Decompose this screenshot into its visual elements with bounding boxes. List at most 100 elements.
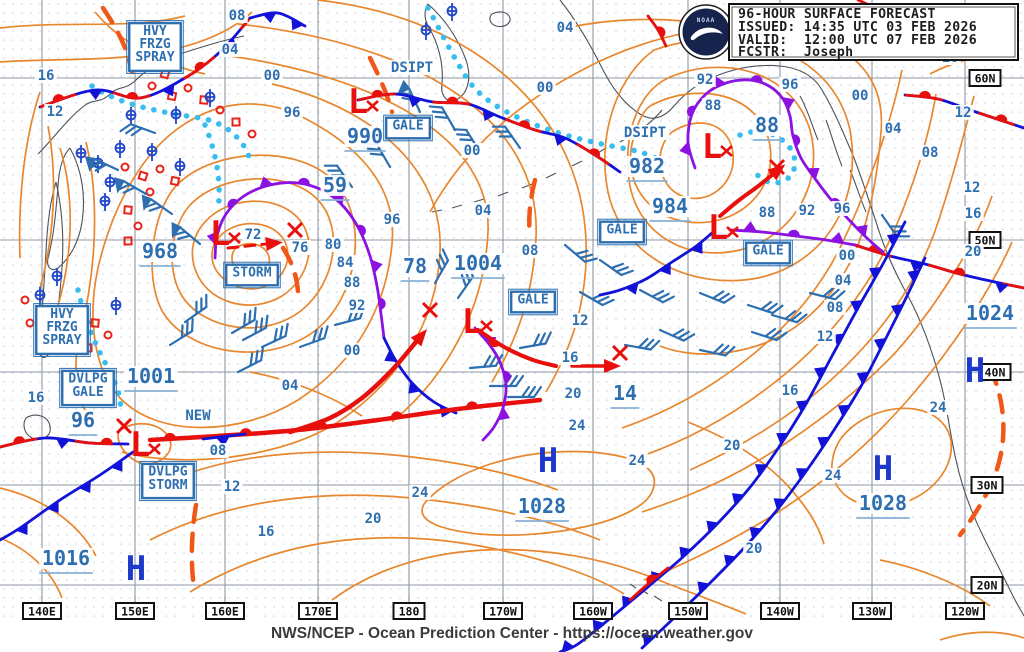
lat-label: 60N: [975, 72, 996, 86]
cold-front: [382, 336, 458, 418]
isobar-path: [0, 537, 63, 599]
lon-label-box: [483, 602, 523, 620]
pressure-value: 1028: [518, 494, 566, 518]
coastlines: [23, 0, 1024, 617]
freezing-spray-icon: [204, 89, 216, 107]
freezing-spray-icon: [174, 158, 186, 176]
pressure-value: 968: [142, 239, 178, 263]
forecast-title-box: 96-HOUR SURFACE FORECAST ISSUED: 14:35 U…: [728, 3, 1019, 61]
trough-path: [189, 502, 199, 591]
ice-circle-symbol: [183, 83, 193, 93]
isobar-label: 08: [522, 243, 539, 259]
wind-barb-icon: [518, 331, 552, 350]
wind-barb-icon: [230, 306, 257, 335]
isobar-label: 16: [562, 350, 579, 366]
ice-edge-path: [737, 128, 798, 186]
wind-barb-icon: [698, 290, 736, 304]
isobar-label: 12: [955, 105, 972, 121]
isobar-label: 24: [412, 485, 429, 501]
isobar-path: [171, 177, 335, 329]
lon-label-box: [22, 602, 62, 620]
isobar-path: [629, 92, 772, 224]
warning-label-text: HVY: [50, 307, 74, 322]
warning-label-text: FRZG: [139, 37, 170, 52]
noaa-logo: NOAA: [678, 4, 734, 60]
lon-label-box: [668, 602, 708, 620]
position-cross-icon: [768, 158, 786, 176]
lat-label-box: [970, 476, 1004, 494]
isobar-label: 96: [834, 201, 851, 217]
ice-edge-path: [202, 122, 222, 213]
warning-label-text: GALE: [606, 222, 637, 237]
cold-front: [640, 256, 927, 650]
annotation-text: DSIPT: [391, 60, 433, 76]
freezing-spray-symbols: [34, 3, 458, 315]
low-pressure-symbol: L: [708, 208, 739, 248]
isobar-label: 24: [569, 418, 586, 434]
freezing-spray-icon: [170, 106, 182, 124]
isobar-path: [421, 450, 656, 536]
isobar-path: [92, 103, 394, 429]
pressure-value: 1001: [127, 364, 175, 388]
wind-barb-icon: [623, 337, 661, 351]
lon-label: 170E: [304, 605, 332, 619]
isobar-path: [117, 422, 172, 465]
isobar-label: 76: [292, 240, 309, 256]
isobar-path: [55, 147, 72, 313]
lon-label-box: [115, 602, 155, 620]
lon-label: 120W: [951, 605, 979, 619]
isobar-label: 72: [245, 227, 262, 243]
ice-square-symbol: [123, 236, 133, 246]
movement-arrow: [718, 164, 786, 218]
trough-path: [280, 245, 301, 295]
position-cross-icon: [611, 344, 629, 362]
lon-label: 150E: [121, 605, 149, 619]
svg-text:L: L: [708, 208, 728, 248]
lon-label: 170W: [489, 605, 517, 619]
high-pressure-symbol: H: [965, 351, 985, 391]
svg-text:L: L: [210, 214, 230, 254]
wind-barb-icon: [578, 290, 615, 307]
isobar-path: [175, 451, 559, 491]
ice-circle-symbol: [133, 221, 143, 231]
pressure-value: 1004: [454, 251, 502, 275]
ice-square-symbol: [169, 175, 181, 187]
isobar-path: [18, 91, 41, 259]
coastline-path: [38, 181, 64, 359]
lon-label: 160W: [579, 605, 607, 619]
isobar-label: 84: [337, 255, 354, 271]
pressure-value: 96: [71, 408, 95, 432]
pressure-value: 88: [755, 113, 779, 137]
movement-arrow: [226, 237, 283, 251]
ice-square-symbol: [90, 318, 100, 328]
isobar-path: [0, 487, 97, 557]
isobar-label: 12: [47, 104, 64, 120]
pressure-center-symbols: H H H H L L L L L L: [115, 82, 985, 589]
wind-barb-icon: [746, 300, 784, 315]
freezing-spray-icon: [125, 107, 137, 125]
ice-square-symbol: [231, 117, 241, 127]
lat-label: 20N: [977, 579, 998, 593]
isobar-label: 96: [782, 77, 799, 93]
pressure-value: 1016: [42, 546, 90, 570]
isobar-path: [939, 631, 1024, 641]
isobar-label: 12: [572, 313, 589, 329]
isobar-label: 04: [475, 203, 492, 219]
low-pressure-symbol: L: [462, 302, 493, 342]
freezing-spray-icon: [75, 145, 87, 163]
isobar-label: 16: [258, 524, 275, 540]
wind-barb-icon: [750, 327, 788, 342]
lon-label: 160E: [211, 605, 239, 619]
freezing-spray-icon: [420, 22, 432, 40]
wind-barb-icon: [598, 258, 634, 277]
high-pressure-symbol: H: [873, 449, 893, 489]
ice-circle-symbol: [215, 105, 225, 115]
isobar-label: 00: [852, 88, 869, 104]
warning-label-text: GALE: [72, 385, 103, 400]
position-cross-icon: [115, 417, 133, 435]
occluded-front: [728, 221, 857, 247]
cold-front: [0, 450, 135, 542]
